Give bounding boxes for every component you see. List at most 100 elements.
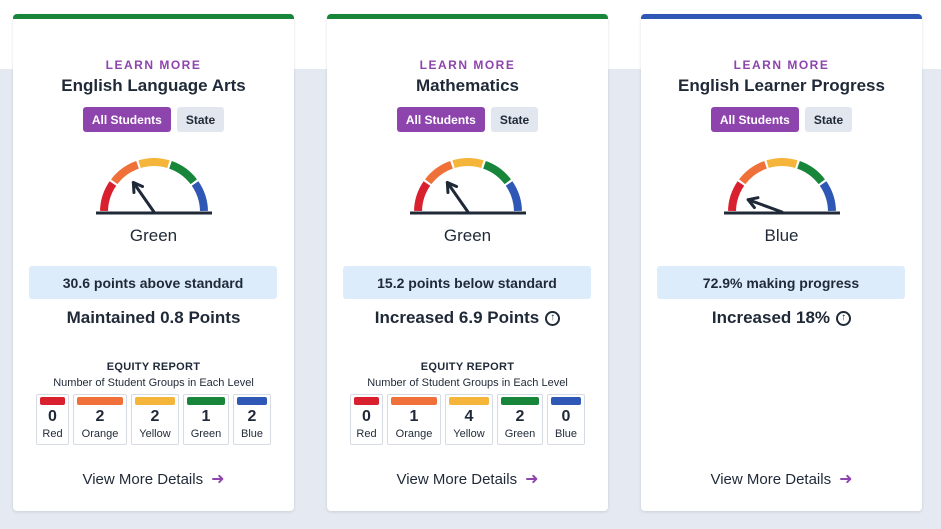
gauge-needle — [131, 181, 155, 214]
level-name: Orange — [395, 428, 433, 440]
student-toggle-group: All Students State — [327, 107, 608, 132]
card-english-learner-progress: LEARN MORE English Learner Progress All … — [641, 14, 922, 511]
equity-cell-blue: 2 Blue — [233, 394, 271, 445]
equity-cell-red: 0 Red — [36, 394, 69, 445]
level-swatch — [40, 397, 65, 405]
view-more-details-link[interactable]: View More Details ➜ — [13, 469, 294, 489]
performance-gauge — [95, 158, 212, 215]
level-count: 2 — [95, 408, 105, 425]
gauge-needle — [445, 181, 469, 214]
status-box: 15.2 points below standard — [343, 266, 591, 299]
view-more-label: View More Details — [396, 470, 518, 488]
all-students-toggle[interactable]: All Students — [396, 107, 485, 132]
level-swatch — [354, 397, 379, 405]
performance-level-label: Blue — [764, 226, 799, 245]
all-students-toggle[interactable]: All Students — [710, 107, 799, 132]
gauge-segment-red — [413, 181, 430, 212]
all-students-toggle[interactable]: All Students — [82, 107, 171, 132]
view-more-details-link[interactable]: View More Details ➜ — [641, 469, 922, 489]
gauge-needle-head — [131, 181, 144, 194]
level-swatch — [391, 397, 437, 405]
gauge-segment-blue — [191, 181, 208, 212]
level-name: Green — [504, 428, 536, 440]
view-more-label: View More Details — [82, 470, 204, 488]
level-count: 0 — [362, 408, 371, 425]
equity-cell-green: 2 Green — [497, 394, 543, 445]
level-count: 0 — [561, 408, 571, 425]
change-text: Maintained 0.8 Points — [13, 308, 294, 328]
level-swatch — [501, 397, 539, 405]
gauge-segment-blue — [819, 181, 836, 212]
arrow-up-circle-icon: ↑ — [545, 310, 561, 326]
performance-gauge — [723, 158, 840, 215]
equity-levels: 0 Red 2 Orange 2 Yellow 1 Green 2 Blue — [13, 394, 294, 445]
state-toggle[interactable]: State — [804, 107, 853, 132]
gauge-segment-yellow — [451, 158, 484, 169]
level-count: 1 — [201, 408, 211, 425]
gauge-segment-orange — [424, 161, 453, 185]
state-toggle[interactable]: State — [490, 107, 539, 132]
student-toggle-group: All Students State — [13, 107, 294, 132]
change-text: Increased 6.9 Points ↑ — [327, 308, 608, 328]
arrow-right-icon: ➜ — [525, 471, 539, 488]
equity-report-title: EQUITY REPORT — [106, 361, 201, 373]
gauge-segment-orange — [738, 161, 767, 185]
arrow-right-icon: ➜ — [839, 471, 853, 488]
gauge-segment-green — [796, 161, 825, 185]
gauge-needle — [746, 198, 783, 214]
level-count: 4 — [464, 408, 474, 425]
equity-report-subtitle: Number of Student Groups in Each Level — [367, 377, 568, 389]
level-name: Red — [42, 428, 63, 440]
level-name: Red — [356, 428, 377, 440]
change-label: Increased 18% — [711, 308, 831, 327]
level-name: Blue — [554, 428, 578, 440]
student-toggle-group: All Students State — [641, 107, 922, 132]
change-label: Maintained 0.8 Points — [66, 308, 241, 327]
card-title: Mathematics — [416, 76, 519, 95]
performance-level-label: Green — [443, 226, 492, 245]
equity-cell-orange: 1 Orange — [387, 394, 441, 445]
learn-more-link[interactable]: LEARN MORE — [419, 58, 516, 72]
change-text: Increased 18% ↑ — [641, 308, 922, 328]
gauge-needle-head — [746, 196, 759, 210]
equity-cell-orange: 2 Orange — [73, 394, 127, 445]
level-count: 2 — [150, 408, 160, 425]
level-name: Yellow — [139, 428, 171, 440]
equity-report-subtitle: Number of Student Groups in Each Level — [53, 377, 254, 389]
level-name: Orange — [81, 428, 119, 440]
gauge-segment-blue — [505, 181, 522, 212]
gauge-segment-red — [727, 181, 744, 212]
card-top-bar — [641, 14, 922, 19]
equity-cell-red: 0 Red — [350, 394, 383, 445]
card-top-bar — [13, 14, 294, 19]
learn-more-link[interactable]: LEARN MORE — [105, 58, 202, 72]
card-english-language-arts: LEARN MORE English Language Arts All Stu… — [13, 14, 294, 511]
level-swatch — [187, 397, 225, 405]
equity-cell-green: 1 Green — [183, 394, 229, 445]
gauge-segment-orange — [110, 161, 139, 185]
equity-cell-blue: 0 Blue — [547, 394, 585, 445]
gauge-segment-green — [168, 161, 197, 185]
view-more-details-link[interactable]: View More Details ➜ — [327, 469, 608, 489]
level-swatch — [77, 397, 123, 405]
level-count: 0 — [48, 408, 57, 425]
level-name: Blue — [240, 428, 264, 440]
state-toggle[interactable]: State — [176, 107, 225, 132]
level-name: Yellow — [453, 428, 485, 440]
performance-gauge — [409, 158, 526, 215]
level-swatch — [449, 397, 489, 405]
gauge-segment-yellow — [137, 158, 170, 169]
card-mathematics: LEARN MORE Mathematics All Students Stat… — [327, 14, 608, 511]
card-title: English Language Arts — [61, 76, 246, 95]
level-name: Green — [190, 428, 222, 440]
level-swatch — [237, 397, 267, 405]
equity-levels: 0 Red 1 Orange 4 Yellow 2 Green 0 Blue — [327, 394, 608, 445]
gauge-segment-green — [482, 161, 511, 185]
status-box: 30.6 points above standard — [29, 266, 277, 299]
arrow-up-circle-icon: ↑ — [836, 310, 852, 326]
learn-more-link[interactable]: LEARN MORE — [733, 58, 830, 72]
equity-cell-yellow: 2 Yellow — [131, 394, 179, 445]
equity-report-title: EQUITY REPORT — [420, 361, 515, 373]
level-swatch — [551, 397, 581, 405]
view-more-label: View More Details — [710, 470, 832, 488]
